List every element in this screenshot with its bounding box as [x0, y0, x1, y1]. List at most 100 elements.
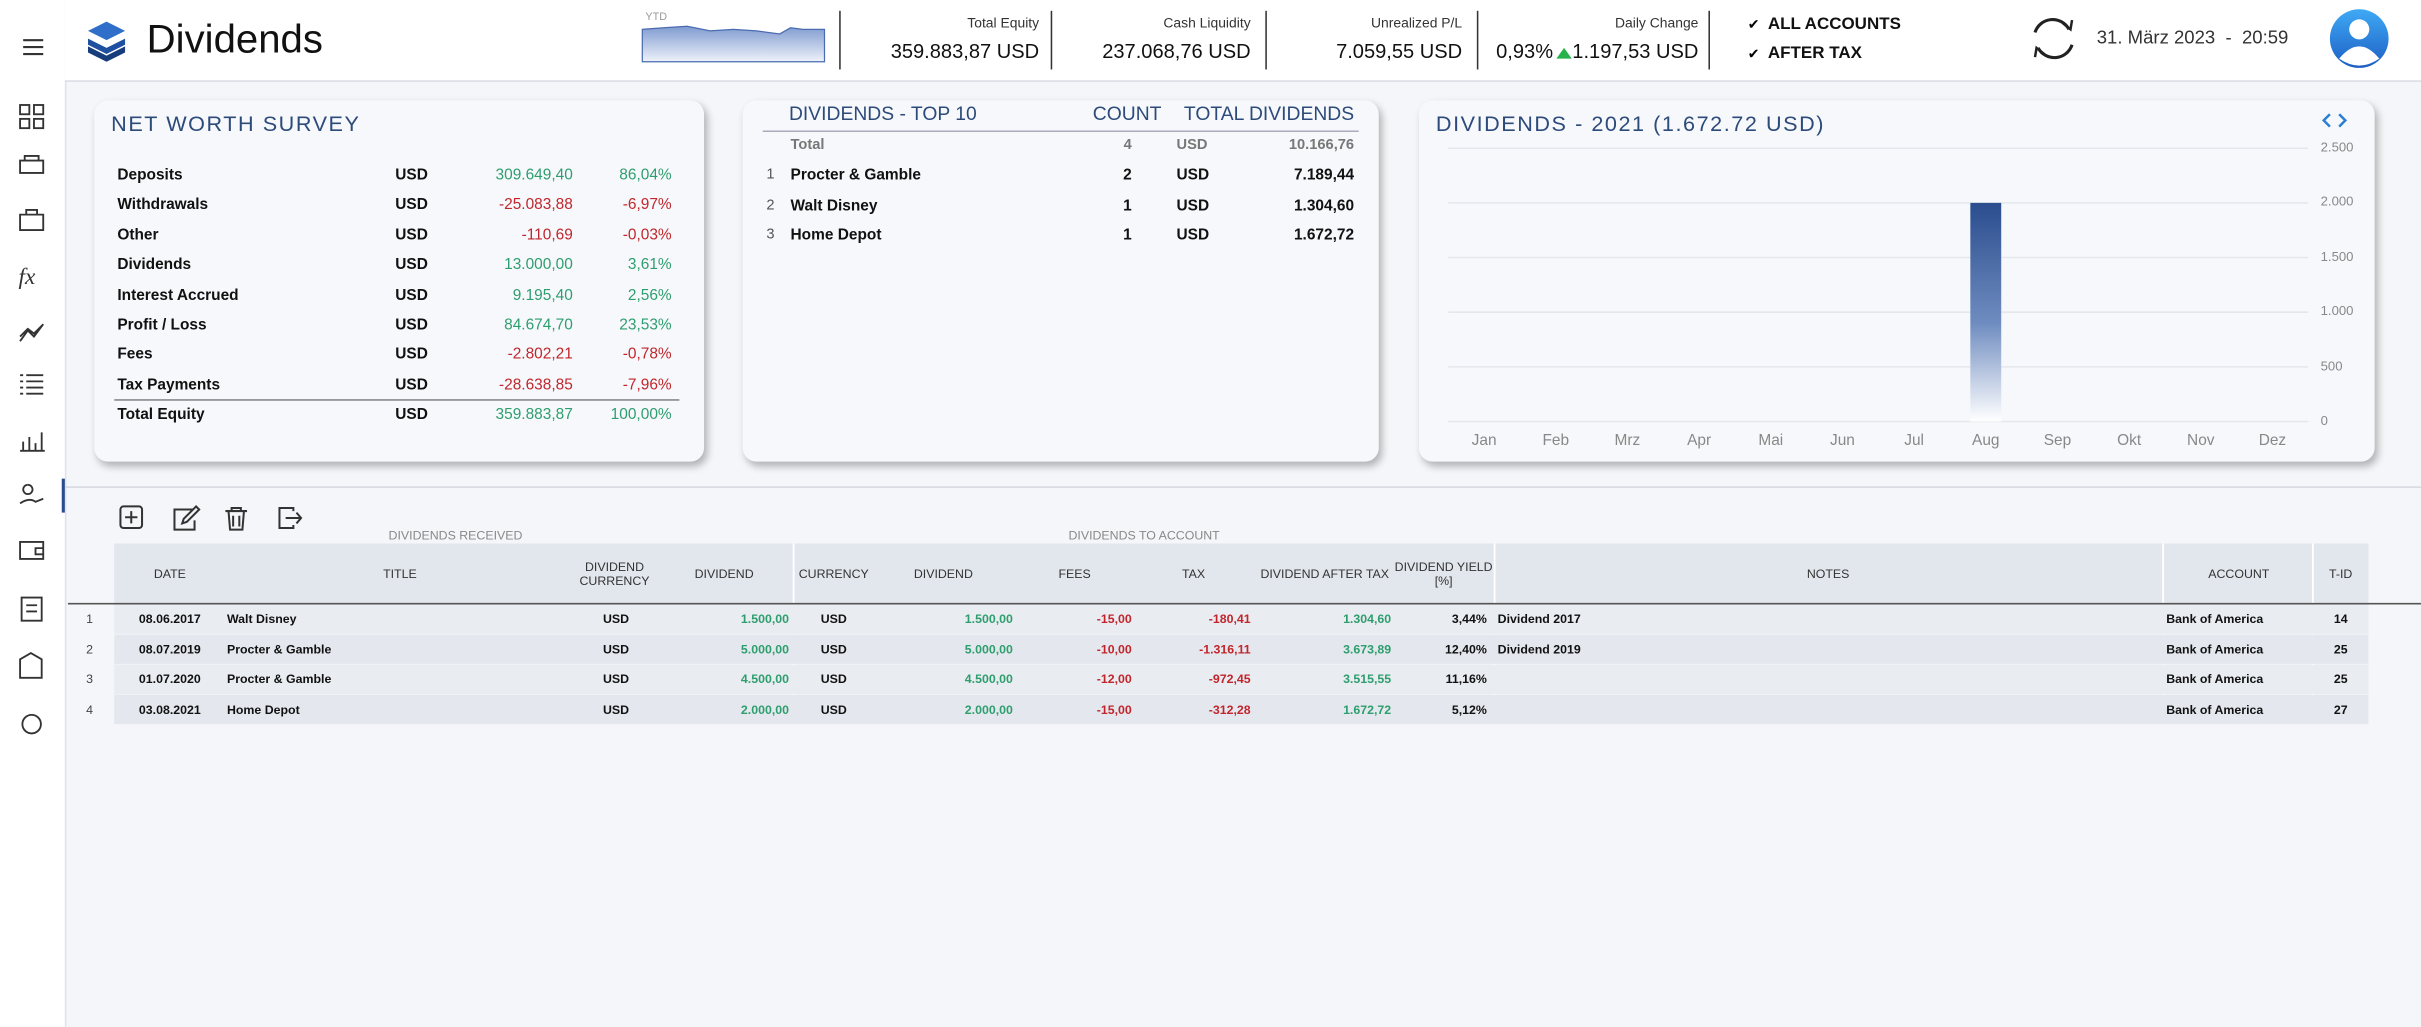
x-tick-label: Mrz: [1614, 432, 1641, 450]
amount: 13.000,00: [504, 256, 573, 274]
amount: 10.166,76: [1288, 136, 1355, 154]
nav-charts[interactable]: [19, 323, 44, 342]
export-button[interactable]: [278, 506, 303, 530]
column-header: DIVIDEND CURRENCY: [579, 560, 650, 589]
percent: 2,56%: [627, 286, 672, 304]
y-tick-label: 2.500: [2320, 139, 2354, 155]
x-tick-label: Okt: [2117, 432, 2142, 450]
row-label: Fees: [117, 346, 153, 364]
percent: 3,61%: [627, 256, 672, 274]
row-label: Interest Accrued: [117, 286, 239, 304]
nav-settings[interactable]: [21, 713, 42, 735]
cell: 25: [2333, 672, 2348, 687]
amount: -28.638,85: [498, 376, 573, 394]
nav-portfolio[interactable]: [19, 209, 45, 231]
row-label: Tax Payments: [117, 376, 221, 394]
cell: USD: [603, 672, 630, 687]
percent: -7,96%: [622, 376, 672, 394]
cell: 1.672,72: [1343, 702, 1392, 717]
column-header: FEES: [1058, 567, 1091, 582]
amount: 359.883,87: [495, 406, 573, 424]
column-header: TITLE: [383, 567, 417, 582]
edit-button[interactable]: [173, 505, 201, 531]
x-tick-label: Mai: [1758, 432, 1784, 450]
cell: 08.06.2017: [138, 612, 201, 626]
column-header: DATE: [153, 567, 186, 582]
nav-dividends[interactable]: [19, 483, 44, 505]
ytd-sparkline: [641, 25, 826, 63]
cell: 5.000,00: [964, 642, 1013, 657]
bar: [1970, 202, 2002, 422]
row-bg: [114, 694, 2369, 725]
cell: Bank of America: [2166, 612, 2264, 626]
column-header: CURRENCY: [798, 567, 869, 582]
percent: 100,00%: [610, 406, 672, 424]
cell: USD: [820, 642, 847, 657]
x-tick-label: Nov: [2187, 432, 2215, 450]
amount: 9.195,40: [512, 286, 573, 304]
cell: -10,00: [1096, 642, 1132, 657]
filter-toggle[interactable]: ALL ACCOUNTS: [1767, 14, 1901, 34]
currency: USD: [395, 406, 428, 424]
cell: 12,40%: [1444, 642, 1487, 657]
refresh-icon[interactable]: [2033, 18, 2074, 60]
cell: 08.07.2019: [138, 642, 201, 657]
delete-button[interactable]: [225, 506, 248, 531]
cell: 1.500,00: [740, 612, 789, 626]
column-header: TAX: [1181, 567, 1206, 582]
avatar[interactable]: [2329, 9, 2389, 68]
row-bg: [114, 604, 2369, 634]
menu-icon[interactable]: [23, 39, 44, 56]
cell: 1.304,60: [1343, 612, 1392, 626]
currency: USD: [395, 197, 428, 215]
column-header: TOTAL DIVIDENDS: [1183, 103, 1355, 125]
column-header: DIVIDEND: [913, 567, 973, 582]
count: 2: [1123, 167, 1132, 185]
percent: 86,04%: [619, 167, 672, 185]
stat-value: 237.068,76 USD: [1102, 39, 1251, 63]
nav-stats[interactable]: [20, 432, 45, 452]
row-index: 1: [86, 612, 93, 626]
sidebar-active: [61, 478, 65, 513]
cell: USD: [820, 702, 847, 717]
cell: 3.515,55: [1343, 672, 1392, 687]
nav-dashboard[interactable]: [19, 104, 45, 130]
cell: 03.08.2021: [138, 702, 201, 717]
cell: -12,00: [1096, 672, 1132, 687]
column-header: COUNT: [1092, 103, 1162, 125]
cell: USD: [820, 672, 847, 687]
nav-accounts[interactable]: [19, 155, 45, 174]
currency: USD: [395, 376, 428, 394]
currency: USD: [1176, 227, 1210, 245]
cell: Dividend 2019: [1497, 642, 1581, 657]
cell: Bank of America: [2166, 642, 2264, 657]
x-tick-label: Feb: [1542, 432, 1570, 450]
row-bg: [114, 634, 2369, 664]
column-header: DIVIDEND: [694, 567, 754, 582]
nav-wallet[interactable]: [19, 541, 45, 560]
cell: 3.673,89: [1343, 642, 1392, 657]
chart-nav[interactable]: [2321, 113, 2348, 128]
cell: 01.07.2020: [138, 672, 201, 687]
logo: [88, 21, 126, 62]
nav-tasks[interactable]: [20, 596, 43, 622]
count: 1: [1123, 197, 1132, 215]
cell: 2.000,00: [964, 702, 1013, 717]
nav-list[interactable]: [20, 374, 44, 395]
cell: -312,28: [1208, 702, 1251, 717]
group-header: DIVIDENDS RECEIVED: [388, 528, 523, 543]
check: ✔: [1747, 16, 1760, 33]
stat-value: 359.883,87 USD: [890, 39, 1040, 63]
y-tick-label: 2.000: [2320, 193, 2354, 210]
nav-fx[interactable]: fx: [19, 264, 36, 290]
row-index: 3: [86, 672, 93, 687]
amount: 1.304,60: [1293, 197, 1355, 215]
nav-tax[interactable]: [19, 652, 43, 679]
add-button[interactable]: [119, 505, 144, 530]
percent: -0,03%: [622, 227, 672, 245]
cell: -1.316,11: [1199, 642, 1251, 657]
filter-toggle[interactable]: AFTER TAX: [1767, 44, 1862, 63]
x-tick-label: Apr: [1687, 432, 1712, 450]
header-dividers: [839, 10, 1710, 70]
cell: 3,44%: [1451, 612, 1487, 626]
